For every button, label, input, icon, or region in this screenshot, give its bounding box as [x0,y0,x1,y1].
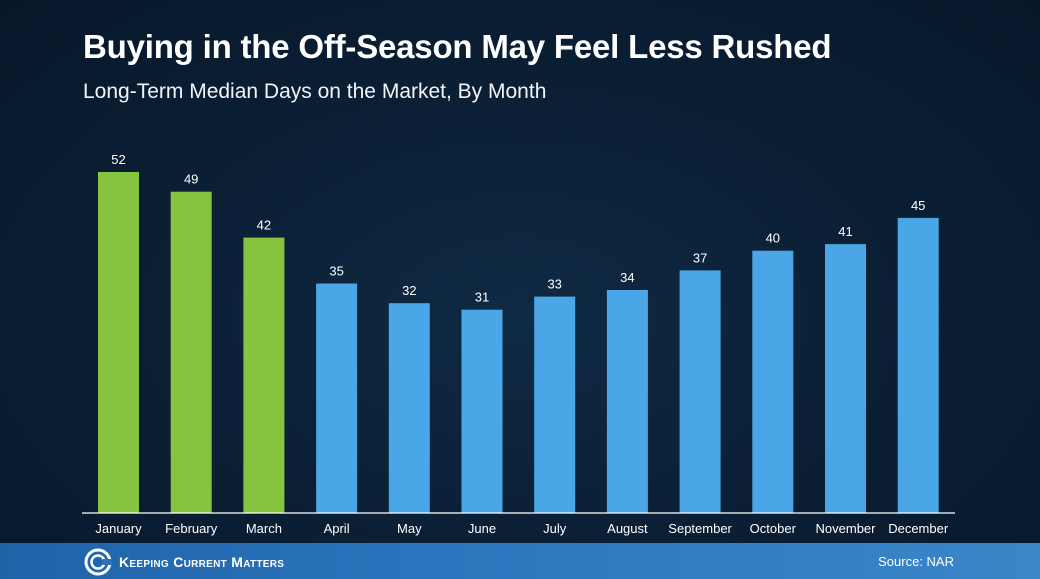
value-label-august: 34 [620,270,634,285]
value-label-february: 49 [184,172,198,187]
footer-bar: Keeping Current Matters Source: NAR [0,543,1040,579]
chart-subtitle: Long-Term Median Days on the Market, By … [83,80,547,103]
kcm-logo-icon [84,548,112,576]
bar-april [316,283,358,513]
category-label-group: January February March April May June July Augu… [95,521,948,536]
category-label-december: December [888,521,949,536]
bar-february [170,191,212,513]
source-note: Source: NAR [878,554,954,569]
category-label-june: June [468,521,496,536]
category-label-march: March [246,521,282,536]
value-label-july: 33 [547,277,561,292]
bar-june [461,309,503,513]
bar-july [534,296,576,513]
bar-january [98,172,139,513]
bar-chart: 52 49 42 35 32 31 33 34 37 40 41 45 January February… [95,152,948,536]
value-label-group: 52 49 42 35 32 31 33 34 37 40 41 45 [111,152,925,305]
value-label-december: 45 [911,198,925,213]
bar-november [825,244,866,513]
bar-march [243,237,285,513]
chart-title: Buying in the Off-Season May Feel Less R… [83,28,832,65]
bar-august [606,290,648,513]
category-label-september: September [668,521,732,536]
bar-september [679,270,721,513]
category-label-may: May [397,521,422,536]
bar-may [388,303,430,513]
value-label-march: 42 [257,218,271,233]
value-label-may: 32 [402,283,416,298]
bar-group [98,172,939,513]
value-label-november: 41 [838,224,852,239]
category-label-november: November [816,521,877,536]
bar-october [752,250,794,513]
category-label-august: August [607,521,648,536]
brand-logo[interactable]: Keeping Current Matters [84,548,285,576]
value-label-april: 35 [329,264,343,279]
bar-december [897,217,939,513]
value-label-september: 37 [693,250,707,265]
category-label-october: October [750,521,797,536]
value-label-january: 52 [111,152,125,167]
category-label-january: January [95,521,142,536]
category-label-july: July [543,521,567,536]
category-label-february: February [165,521,218,536]
category-label-april: April [324,521,350,536]
brand-name: Keeping Current Matters [119,554,285,570]
value-label-october: 40 [766,231,780,246]
value-label-june: 31 [475,290,489,305]
